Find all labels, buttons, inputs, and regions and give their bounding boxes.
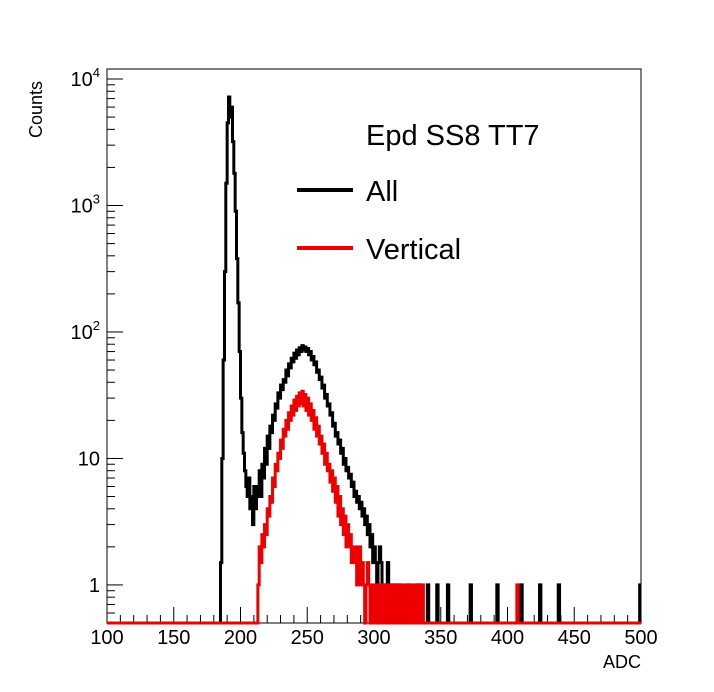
legend-label-all: All <box>366 176 398 208</box>
x-tick-label: 500 <box>624 627 657 649</box>
y-tick-label: 102 <box>71 318 100 344</box>
y-axis: 1 10 102 103 104 <box>71 65 123 624</box>
series-line-vertical <box>107 389 641 625</box>
y-axis-title: Counts <box>26 81 46 138</box>
x-tick-label: 400 <box>491 627 524 649</box>
x-tick-label: 200 <box>224 627 257 649</box>
x-tick-label: 350 <box>424 627 457 649</box>
y-tick-label: 10 <box>78 448 100 470</box>
x-tick-label: 300 <box>357 627 390 649</box>
series-layer <box>107 95 642 625</box>
x-tick-label: 150 <box>157 627 190 649</box>
x-tick-label: 450 <box>558 627 591 649</box>
x-tick-label: 250 <box>291 627 324 649</box>
x-axis-title: ADC <box>603 652 641 672</box>
y-tick-label: 1 <box>89 575 100 597</box>
legend-label-vertical: Vertical <box>366 234 461 266</box>
x-tick-label: 100 <box>90 627 123 649</box>
legend: Epd SS8 TT7 All Vertical <box>297 120 540 266</box>
y-tick-label: 104 <box>71 65 100 91</box>
y-tick-label: 103 <box>71 191 100 217</box>
legend-title: Epd SS8 TT7 <box>366 120 540 152</box>
